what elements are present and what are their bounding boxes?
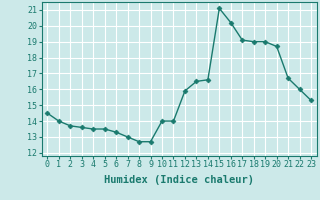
X-axis label: Humidex (Indice chaleur): Humidex (Indice chaleur) [104,175,254,185]
